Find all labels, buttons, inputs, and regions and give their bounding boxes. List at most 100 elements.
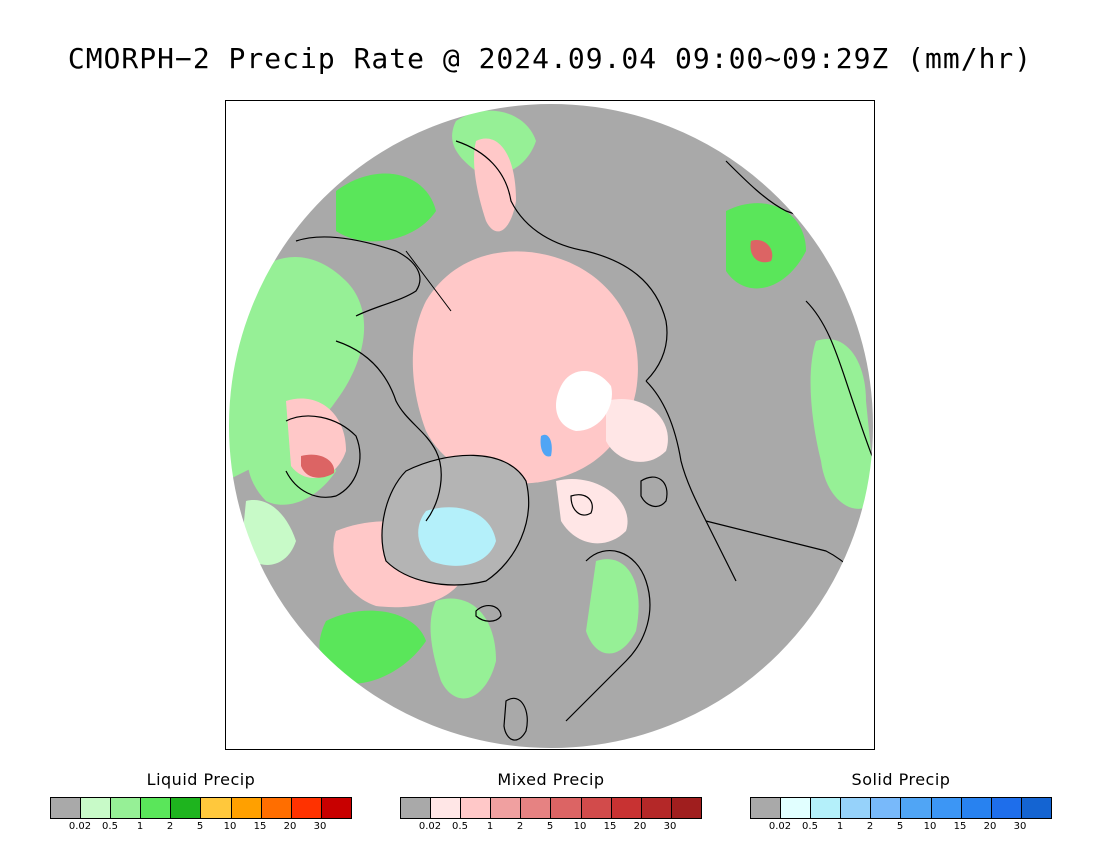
legend-swatch-7 — [611, 798, 642, 818]
polar-map-canvas — [227, 102, 874, 749]
legend-swatch-4 — [171, 798, 202, 818]
legend-tick-label: 2 — [166, 821, 174, 832]
coastline-hudson-bay — [285, 415, 361, 498]
legend-tick-label: 20 — [633, 821, 647, 832]
mixed-region-arctic-ocean — [412, 251, 638, 484]
legend-swatch-6 — [231, 798, 262, 818]
legend-tick-label: 10 — [573, 821, 587, 832]
map-disk-outline — [227, 102, 874, 749]
legend-tick-label: 2 — [866, 821, 874, 832]
coastline-east-asia — [805, 300, 874, 462]
legend-solid: Solid Precip 0.02 0.5 1 2 5 10 15 20 30 — [750, 770, 1052, 835]
solid-region-fram — [540, 434, 552, 457]
legend-swatch-1 — [781, 798, 812, 818]
legend-tick-label: 15 — [603, 821, 617, 832]
legend-swatch-0 — [751, 798, 782, 818]
liquid-region-europe-east — [810, 339, 874, 509]
legend-swatch-8 — [641, 798, 672, 818]
legend-tick-label: 30 — [1013, 821, 1027, 832]
coastline-iceland — [475, 604, 502, 622]
polar-map — [225, 100, 875, 750]
legend-tick-label: 1 — [486, 821, 494, 832]
legend-tick-label: 2 — [516, 821, 524, 832]
legend-tick-label: 1 — [136, 821, 144, 832]
legend-tick-label: 5 — [546, 821, 554, 832]
coastline-scandinavia — [565, 550, 651, 722]
legend-mixed: Mixed Precip 0.02 0.5 1 2 5 10 15 20 30 — [400, 770, 702, 835]
legend-swatch-5 — [201, 798, 232, 818]
legend-tick-label: 15 — [953, 821, 967, 832]
legend-tick-label: 0.02 — [768, 821, 792, 832]
legend-tick-label: 10 — [223, 821, 237, 832]
dateline — [405, 250, 452, 312]
legend-swatch-3 — [491, 798, 522, 818]
legend-swatch-3 — [841, 798, 872, 818]
coastline-canada-arctic — [335, 340, 442, 522]
solid-region-greenland — [418, 507, 496, 566]
legend-tick-label: 30 — [313, 821, 327, 832]
liquid-precip-regions — [228, 110, 874, 699]
coastline-russia-north — [645, 380, 737, 582]
liquid-region-north-atlantic — [430, 598, 496, 699]
legend-title: Mixed Precip — [497, 770, 605, 789]
legend-swatch-5 — [551, 798, 582, 818]
legend-swatch-9 — [321, 798, 351, 818]
legend-tick-label: 20 — [283, 821, 297, 832]
coastline-alaska — [295, 236, 421, 317]
legend-tick-label: 0.02 — [68, 821, 92, 832]
legend-swatch-6 — [581, 798, 612, 818]
legend-swatch-9 — [671, 798, 701, 818]
mixed-region-hudson-strong — [301, 454, 335, 478]
legend-ticks: 0.02 0.5 1 2 5 10 15 20 30 — [50, 821, 350, 835]
legend-tick-label: 5 — [196, 821, 204, 832]
legend-swatch-8 — [291, 798, 322, 818]
legend-swatches — [400, 797, 702, 819]
legend-ticks: 0.02 0.5 1 2 5 10 15 20 30 — [750, 821, 1050, 835]
legend-tick-label: 0.5 — [802, 821, 818, 832]
page-title: CMORPH−2 Precip Rate @ 2024.09.04 09:00~… — [67, 42, 1033, 75]
legend-tick-label: 0.5 — [102, 821, 118, 832]
legend-ticks: 0.02 0.5 1 2 5 10 15 20 30 — [400, 821, 700, 835]
legend-swatches — [50, 797, 352, 819]
legend-tick-label: 30 — [663, 821, 677, 832]
legend-tick-label: 1 — [836, 821, 844, 832]
legend-swatch-6 — [931, 798, 962, 818]
legend-swatch-4 — [521, 798, 552, 818]
coastline-siberia — [455, 140, 668, 382]
coastline-novaya-zemlya — [640, 476, 668, 508]
legend-swatch-7 — [961, 798, 992, 818]
legend-tick-label: 20 — [983, 821, 997, 832]
solid-precip-regions — [382, 434, 552, 585]
legend-tick-label: 10 — [923, 821, 937, 832]
legend-swatches — [750, 797, 1052, 819]
legend-swatch-8 — [991, 798, 1022, 818]
coastline-uk — [503, 697, 528, 741]
mixed-region-kara — [606, 399, 668, 462]
mixed-region-east-russia-strong — [750, 240, 773, 263]
legend-swatch-7 — [261, 798, 292, 818]
legend-swatch-2 — [111, 798, 142, 818]
no-data-region — [556, 371, 612, 431]
coastline-greenland — [381, 454, 530, 586]
coastline-svalbard — [570, 494, 593, 516]
legend-swatch-1 — [81, 798, 112, 818]
liquid-region-scandinavia — [586, 559, 639, 654]
legend-tick-label: 15 — [253, 821, 267, 832]
legend-swatch-9 — [1021, 798, 1051, 818]
legend-title: Liquid Precip — [146, 770, 256, 789]
liquid-region-alaska-pacific — [228, 257, 365, 481]
legend-swatch-2 — [461, 798, 492, 818]
legend-swatch-1 — [431, 798, 462, 818]
legend-swatch-4 — [871, 798, 902, 818]
legend-swatch-5 — [901, 798, 932, 818]
liquid-region-atlantic — [319, 610, 426, 684]
legend-swatch-0 — [51, 798, 82, 818]
legend-swatch-0 — [401, 798, 432, 818]
legend-swatch-2 — [811, 798, 842, 818]
legend-tick-label: 5 — [896, 821, 904, 832]
liquid-region-canada-east — [241, 500, 296, 565]
liquid-region-east-siberia — [336, 173, 436, 242]
legend-liquid: Liquid Precip 0.02 0.5 1 2 5 10 15 20 30 — [50, 770, 352, 835]
mixed-region-bering — [474, 138, 516, 232]
legend-title: Solid Precip — [851, 770, 951, 789]
